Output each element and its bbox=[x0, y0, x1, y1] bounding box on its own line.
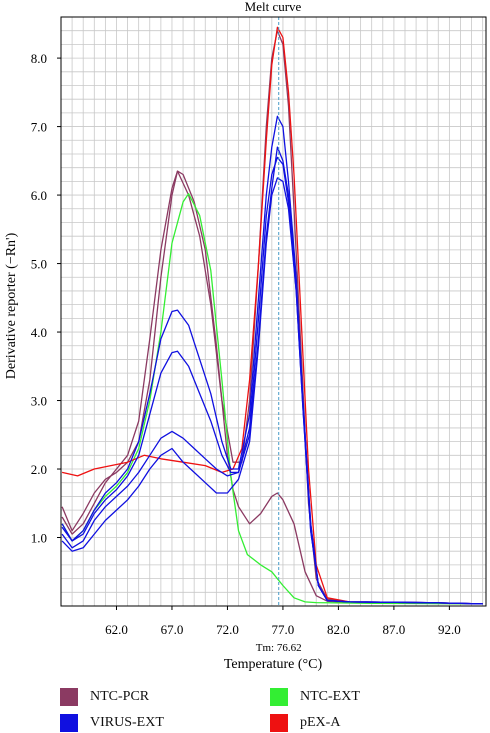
x-tick-label: 87.0 bbox=[383, 622, 406, 637]
x-tick-label: 92.0 bbox=[438, 622, 461, 637]
y-tick-label: 1.0 bbox=[31, 531, 47, 546]
legend-item-pex-a: pEX-A bbox=[270, 714, 340, 732]
tm-marker-label: Tm: 76.62 bbox=[256, 642, 302, 654]
x-tick-label: 77.0 bbox=[272, 622, 295, 637]
series-line-virus-ext bbox=[61, 156, 483, 605]
y-tick-label: 6.0 bbox=[31, 188, 47, 203]
series-line-virus-ext bbox=[61, 115, 483, 605]
y-tick-label: 5.0 bbox=[31, 257, 47, 272]
y-axis-ticks: 1.0 2.0 3.0 4.0 5.0 6.0 7.0 8.0 bbox=[31, 51, 61, 546]
legend-swatch-virus-ext bbox=[60, 714, 78, 732]
series-line-ntc-ext bbox=[61, 193, 483, 605]
legend-swatch-ntc-ext bbox=[270, 688, 288, 706]
y-axis-label: Derivative reporter (−Rn') bbox=[4, 232, 19, 379]
legend: NTC-PCR NTC-EXT VIRUS-EXT pEX-A bbox=[0, 680, 490, 733]
x-tick-label: 82.0 bbox=[327, 622, 350, 637]
series-line-virus-ext bbox=[61, 146, 483, 605]
y-tick-label: 3.0 bbox=[31, 394, 47, 409]
y-tick-label: 7.0 bbox=[31, 120, 47, 135]
legend-label-virus-ext: VIRUS-EXT bbox=[90, 715, 164, 730]
melt-curve-chart: Melt curve 62.0 67.0 72.0 77.0 82.0 87.0 92.0 … bbox=[4, 0, 487, 672]
x-axis-label: Temperature (°C) bbox=[224, 657, 323, 672]
y-tick-label: 2.0 bbox=[31, 462, 47, 477]
series-line-ntc-pcr bbox=[61, 170, 483, 605]
x-tick-label: 62.0 bbox=[105, 622, 128, 637]
series-line-pex-a bbox=[61, 26, 483, 605]
legend-label-ntc-ext: NTC-EXT bbox=[300, 689, 360, 704]
x-tick-label: 67.0 bbox=[161, 622, 184, 637]
series-line-ntc-pcr bbox=[61, 30, 483, 605]
legend-label-ntc-pcr: NTC-PCR bbox=[90, 689, 150, 704]
legend-item-ntc-pcr: NTC-PCR bbox=[60, 688, 149, 706]
series-line-virus-ext bbox=[61, 177, 483, 605]
x-tick-label: 72.0 bbox=[216, 622, 239, 637]
y-tick-label: 8.0 bbox=[31, 51, 47, 66]
x-axis-ticks: 62.0 67.0 72.0 77.0 82.0 87.0 92.0 bbox=[105, 606, 461, 637]
grid-lines bbox=[61, 17, 486, 606]
legend-item-ntc-ext: NTC-EXT bbox=[270, 688, 360, 706]
plot-frame bbox=[60, 16, 487, 607]
legend-item-virus-ext: VIRUS-EXT bbox=[60, 714, 164, 732]
legend-swatch-ntc-pcr bbox=[60, 688, 78, 706]
y-tick-label: 4.0 bbox=[31, 325, 47, 340]
chart-title: Melt curve bbox=[245, 0, 302, 14]
legend-swatch-pex-a bbox=[270, 714, 288, 732]
legend-label-pex-a: pEX-A bbox=[300, 715, 341, 730]
series-layer bbox=[61, 26, 483, 605]
